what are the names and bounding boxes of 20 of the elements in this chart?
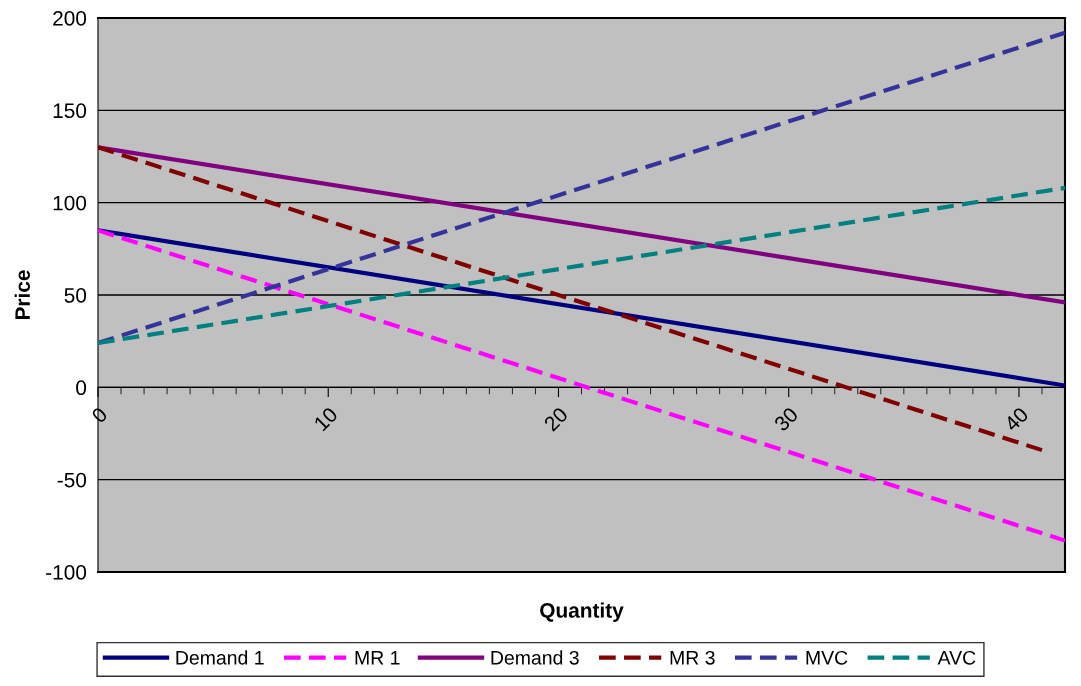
legend-label: MVC (806, 650, 848, 665)
y-axis-title: Price (14, 270, 30, 320)
legend-label: AVC (937, 650, 976, 665)
x-tick-label: 40 (1003, 406, 1030, 433)
legend-label: Demand 3 (491, 650, 579, 665)
y-tick-label: 50 (64, 288, 87, 303)
legend-label: MR 1 (355, 651, 400, 665)
y-tick-label: -50 (57, 472, 87, 488)
x-tick-label: 30 (773, 406, 799, 433)
x-tick-label: 0 (90, 406, 109, 424)
y-tick-label: 200 (53, 11, 87, 26)
y-tick-label: 0 (76, 380, 87, 396)
x-tick-label: 20 (543, 406, 569, 432)
y-tick-label: 150 (53, 103, 87, 119)
legend-label: MR 3 (670, 650, 715, 665)
x-tick-label: 10 (313, 406, 339, 432)
legend-label: Demand 1 (176, 650, 264, 665)
x-axis-title: Quantity (540, 602, 624, 622)
y-tick-label: 100 (53, 195, 87, 211)
y-tick-label: -100 (46, 565, 87, 580)
